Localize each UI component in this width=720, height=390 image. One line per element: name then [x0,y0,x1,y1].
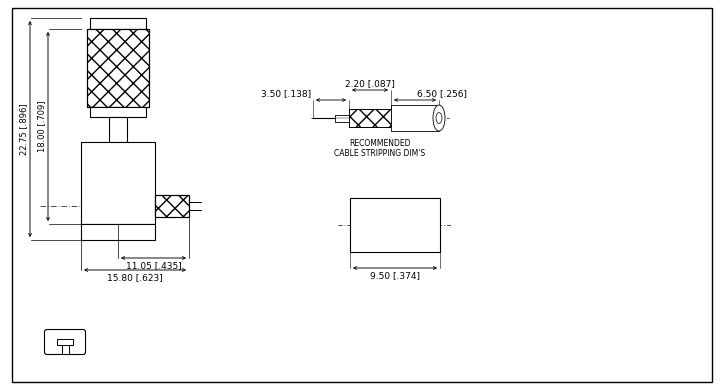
Bar [109,117,127,142]
Bar [155,195,189,217]
Bar [155,195,189,217]
Bar [90,107,146,117]
Text: 18.00 [.709]: 18.00 [.709] [37,101,46,152]
Bar [349,109,391,127]
Text: 6.50 [.256]: 6.50 [.256] [417,89,467,98]
Text: 15.80 [.623]: 15.80 [.623] [107,273,163,282]
Bar [57,339,73,345]
Text: 2.20 [.087]: 2.20 [.087] [345,79,395,88]
FancyBboxPatch shape [45,330,86,355]
Bar [335,115,349,122]
Bar [350,198,440,252]
Ellipse shape [436,113,442,124]
Bar [61,345,68,354]
Bar [391,105,439,131]
Bar [81,224,155,240]
Ellipse shape [433,105,445,131]
Bar [90,18,146,29]
Bar [349,109,391,127]
Text: 22.75 [.896]: 22.75 [.896] [19,103,28,155]
Text: 9.50 [.374]: 9.50 [.374] [370,271,420,280]
Text: 11.05 [.435]: 11.05 [.435] [125,261,181,270]
Text: RECOMMENDED
CABLE STRIPPING DIM'S: RECOMMENDED CABLE STRIPPING DIM'S [334,139,426,158]
Bar [81,142,155,224]
Bar [87,29,149,107]
Text: 3.50 [.138]: 3.50 [.138] [261,89,311,98]
Bar [87,29,149,107]
